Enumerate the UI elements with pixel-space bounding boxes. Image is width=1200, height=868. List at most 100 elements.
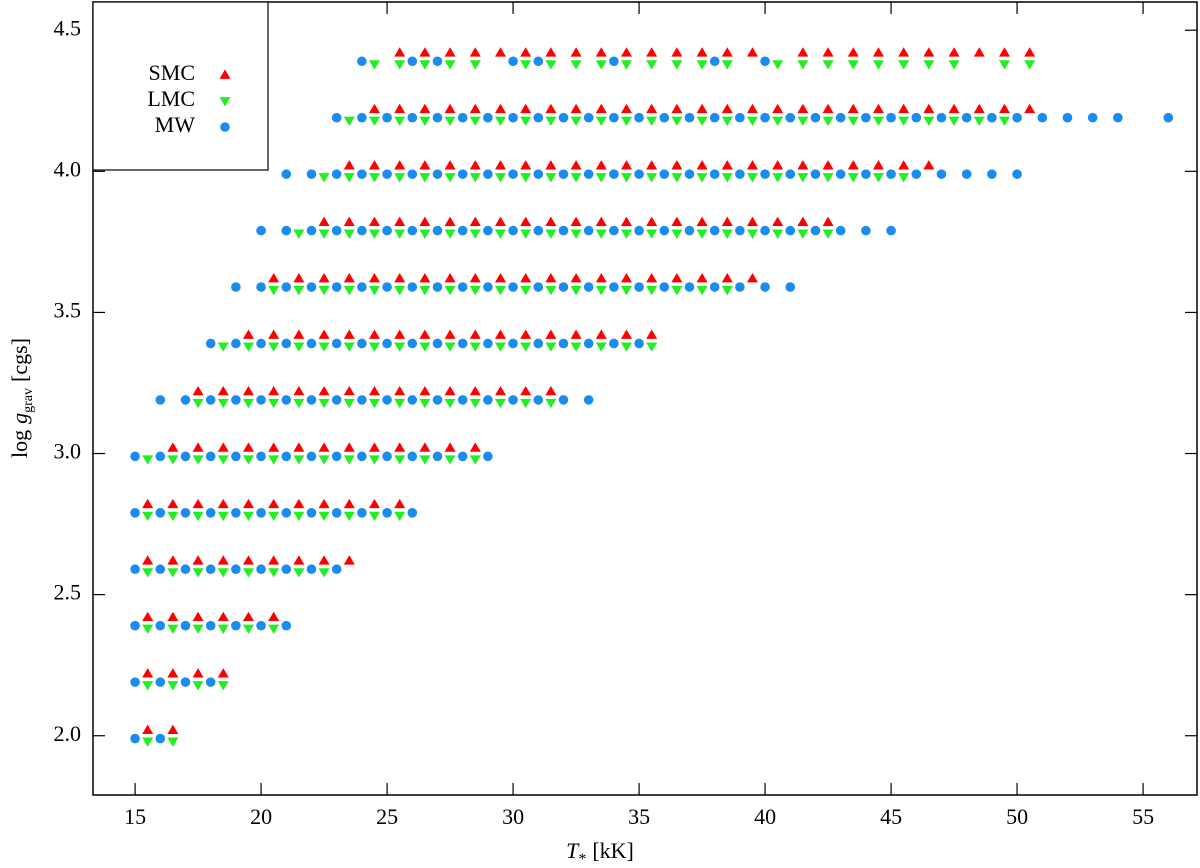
point (721, 103, 733, 114)
point (583, 169, 594, 179)
point (357, 282, 367, 292)
y-label-subscript: grav (21, 388, 36, 413)
point (911, 169, 922, 179)
point (469, 216, 481, 226)
point (281, 338, 292, 349)
point (923, 47, 935, 57)
y-axis-label: log ggrav [cgs] (7, 338, 36, 458)
point (570, 273, 582, 283)
point (609, 282, 619, 292)
point (205, 507, 216, 518)
point (508, 338, 518, 349)
point (256, 395, 266, 405)
point (217, 442, 229, 452)
point (217, 555, 229, 565)
point (331, 338, 342, 349)
point (671, 216, 683, 226)
point (217, 611, 229, 622)
point (394, 116, 406, 127)
point (357, 225, 367, 236)
point (721, 47, 733, 57)
point (494, 342, 506, 352)
point (533, 395, 544, 405)
point (268, 568, 280, 578)
point (659, 169, 670, 179)
point (268, 385, 280, 396)
point (1087, 112, 1098, 123)
point (494, 273, 506, 283)
point (772, 60, 784, 70)
point (217, 398, 229, 409)
point (746, 216, 758, 226)
point (998, 47, 1010, 57)
point (268, 273, 280, 283)
point (545, 103, 557, 114)
point (231, 395, 241, 405)
x-tick-label: 25 (376, 804, 398, 829)
point (785, 112, 796, 123)
point (130, 733, 140, 744)
point (407, 225, 418, 236)
point (368, 216, 380, 226)
point (419, 286, 431, 296)
point (394, 47, 406, 57)
point (205, 451, 216, 462)
point (822, 216, 834, 226)
point (318, 398, 330, 409)
point (368, 160, 380, 170)
point (457, 395, 468, 405)
point (987, 169, 997, 179)
point (735, 282, 745, 292)
point (142, 724, 154, 734)
point (948, 47, 960, 57)
point (1037, 112, 1048, 123)
point (494, 47, 506, 57)
point (609, 225, 619, 236)
point (142, 611, 154, 622)
point (797, 216, 809, 226)
point (469, 385, 481, 396)
point (620, 342, 632, 352)
point (343, 442, 355, 452)
point (872, 160, 884, 170)
point (231, 564, 241, 575)
point (520, 286, 532, 296)
point (533, 225, 544, 236)
point (217, 681, 229, 691)
point (293, 511, 305, 522)
point (595, 103, 607, 114)
point (368, 498, 380, 509)
point (306, 225, 317, 236)
point (382, 169, 392, 179)
point (343, 342, 355, 352)
point (684, 282, 695, 292)
point (847, 103, 859, 114)
point (318, 216, 330, 226)
point (394, 455, 406, 465)
point (130, 507, 140, 518)
point (242, 455, 254, 465)
point (898, 47, 910, 57)
point (457, 169, 468, 179)
point (331, 169, 342, 179)
x-label-unit: [kK] (592, 838, 634, 863)
point (822, 47, 834, 57)
point (343, 229, 355, 239)
point (847, 173, 859, 183)
point (1012, 112, 1022, 123)
point (948, 103, 960, 114)
point (721, 216, 733, 226)
point (533, 338, 544, 349)
point (595, 342, 607, 352)
point (192, 624, 204, 634)
point (318, 329, 330, 339)
point (444, 160, 456, 170)
legend-label: LMC (147, 86, 195, 111)
point (646, 173, 658, 183)
point (671, 160, 683, 170)
point (847, 47, 859, 57)
point (293, 442, 305, 452)
point (394, 398, 406, 409)
point (331, 451, 342, 462)
point (684, 225, 695, 236)
